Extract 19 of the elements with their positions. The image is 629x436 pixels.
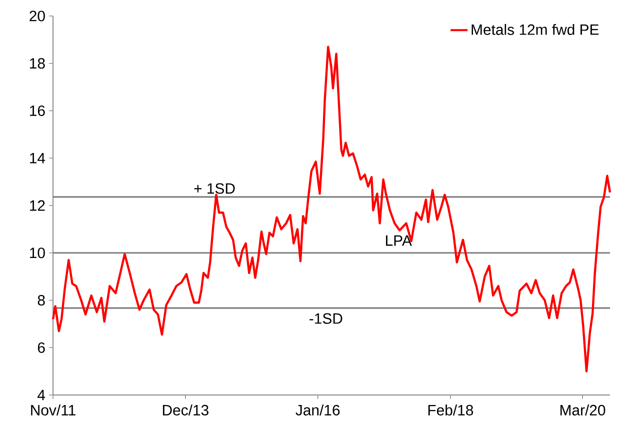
x-tick-label: Jan/16: [296, 404, 340, 416]
x-tick-label: Feb/18: [428, 404, 474, 416]
y-tick-label: 14: [30, 152, 46, 164]
x-tick-label: Mar/20: [560, 404, 606, 416]
y-tick-label: 18: [30, 58, 45, 69]
ref-line-label: LPA: [386, 235, 412, 246]
y-tick-label: 4: [38, 390, 46, 400]
y-tick-label: 20: [30, 10, 45, 22]
y-tick-label: 8: [38, 294, 45, 306]
x-tick-label: Nov/11: [31, 404, 76, 416]
y-tick-label: 6: [38, 342, 45, 353]
ref-line-label: + 1SD: [194, 183, 235, 194]
y-tick-label: 16: [30, 105, 45, 116]
x-tick-label: Dec/13: [162, 404, 208, 416]
y-tick-label: 12: [30, 200, 45, 211]
y-tick-label: 10: [30, 248, 45, 258]
line-series: [52, 46, 612, 372]
legend-label: Metals 12m fwd PE: [472, 24, 599, 35]
ref-line-label: -1SD: [310, 313, 342, 324]
